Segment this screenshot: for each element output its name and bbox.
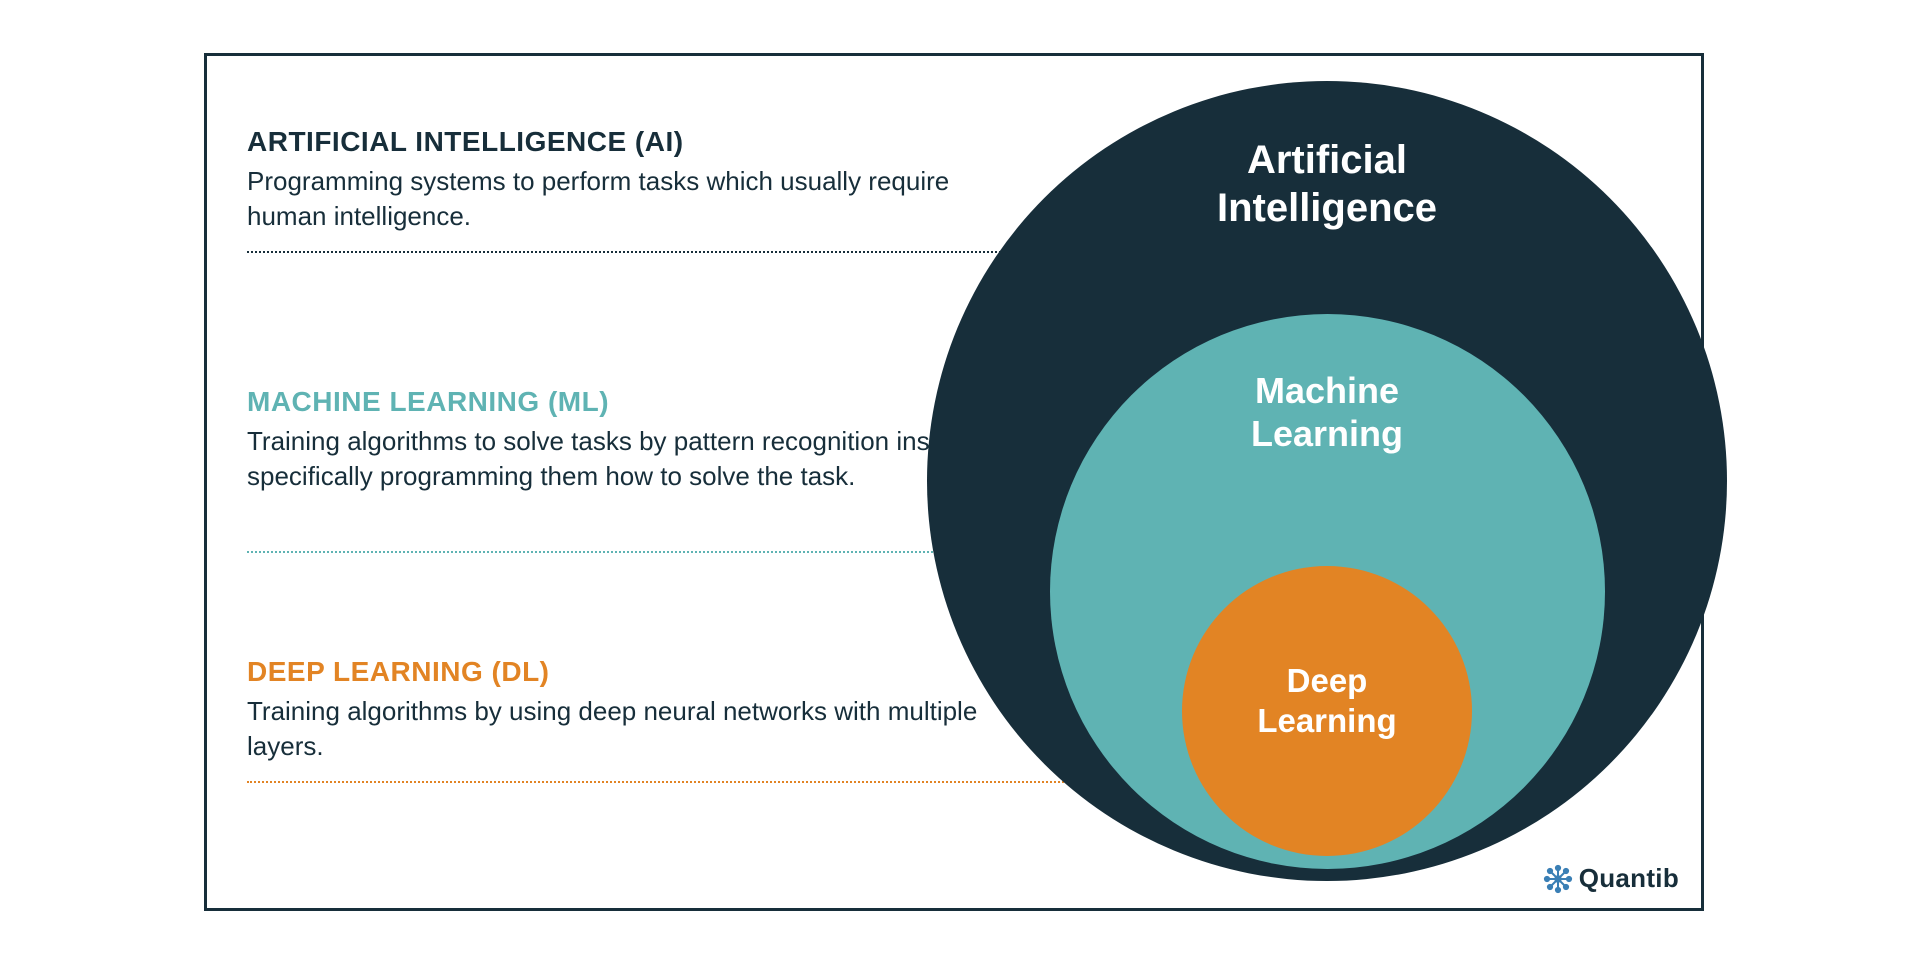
definitions-column: ARTIFICIAL INTELLIGENCE (AI) Programming… xyxy=(247,56,1027,908)
diagram-frame: ARTIFICIAL INTELLIGENCE (AI) Programming… xyxy=(204,53,1704,911)
definition-dl-description: Training algorithms by using deep neural… xyxy=(247,694,1027,764)
definition-dl-title: DEEP LEARNING (DL) xyxy=(247,656,1027,688)
venn-label-dl: Deep Learning xyxy=(1182,661,1472,740)
venn-label-ai-line2: Intelligence xyxy=(1217,186,1437,230)
venn-label-ml: Machine Learning xyxy=(1050,369,1605,455)
venn-label-dl-line1: Deep xyxy=(1287,662,1368,699)
brand-name: Quantib xyxy=(1579,863,1679,894)
definition-ml-description: Training algorithms to solve tasks by pa… xyxy=(247,424,1027,494)
brand-logo: Quantib xyxy=(1543,863,1679,894)
definition-ml-title: MACHINE LEARNING (ML) xyxy=(247,386,1027,418)
venn-label-ml-line2: Learning xyxy=(1251,413,1403,454)
definition-ai-description: Programming systems to perform tasks whi… xyxy=(247,164,1027,234)
venn-label-ai: Artificial Intelligence xyxy=(927,136,1727,232)
definition-ai: ARTIFICIAL INTELLIGENCE (AI) Programming… xyxy=(247,126,1027,234)
definition-ai-title: ARTIFICIAL INTELLIGENCE (AI) xyxy=(247,126,1027,158)
venn-label-dl-line2: Learning xyxy=(1257,702,1396,739)
venn-label-ml-line1: Machine xyxy=(1255,370,1399,411)
quantib-icon xyxy=(1543,864,1573,894)
venn-label-ai-line1: Artificial xyxy=(1247,138,1407,182)
venn-circle-dl: Deep Learning xyxy=(1182,566,1472,856)
definition-ml: MACHINE LEARNING (ML) Training algorithm… xyxy=(247,386,1027,494)
definition-dl: DEEP LEARNING (DL) Training algorithms b… xyxy=(247,656,1027,764)
